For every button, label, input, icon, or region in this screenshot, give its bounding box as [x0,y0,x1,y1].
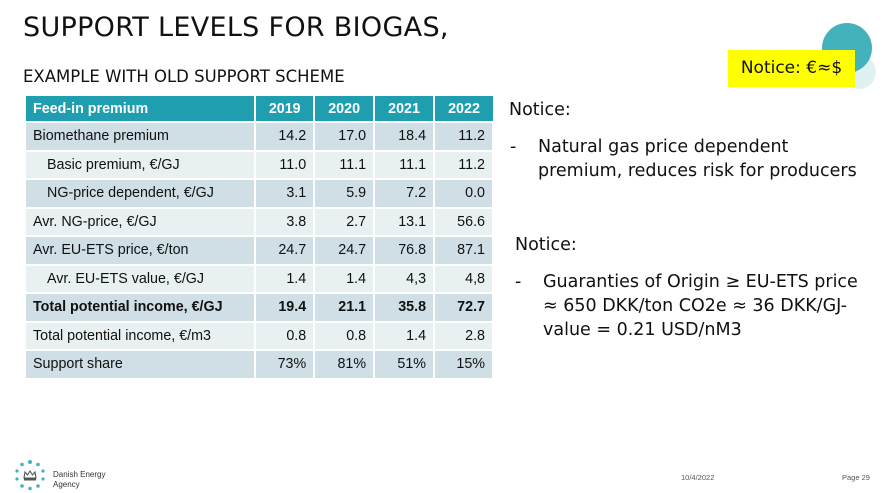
cell-value: 14.2 [255,121,316,151]
slide-title: SUPPORT LEVELS FOR BIOGAS, [23,12,449,43]
cell-value: 81% [314,349,376,378]
row-label: Support share [26,349,257,378]
notice-2-line-1: Guaranties of Origin ≥ EU-ETS price [543,272,858,292]
table-row: Avr. EU-ETS price, €/ton 24.7 24.7 76.8 … [26,235,494,265]
cell-value: 4,8 [434,263,494,293]
row-label: Total potential income, €/m3 [26,320,257,350]
row-label: Avr. EU-ETS value, €/GJ [26,263,257,293]
cell-value: 3.1 [255,178,316,208]
row-label: Basic premium, €/GJ [26,149,257,179]
table-header-2021: 2021 [374,96,436,122]
cell-value: 24.7 [314,235,376,265]
cell-value: 1.4 [255,263,316,293]
cell-value: 19.4 [255,292,316,322]
cell-value: 17.0 [314,121,376,151]
cell-value: 11.1 [314,149,376,179]
currency-notice-badge: Notice: €≈$ [728,50,855,87]
cell-value: 1.4 [314,263,376,293]
notice-2-line-2: ≈ 650 DKK/ton CO2e ≈ 36 DKK/GJ- [543,296,847,316]
cell-value: 0.8 [255,320,316,350]
cell-value: 3.8 [255,206,316,236]
table-row-total: Total potential income, €/GJ 19.4 21.1 3… [26,292,494,322]
cell-value: 21.1 [314,292,376,322]
table-row: Avr. EU-ETS value, €/GJ 1.4 1.4 4,3 4,8 [26,263,494,293]
row-label: Avr. NG-price, €/GJ [26,206,257,236]
cell-value: 2.7 [314,206,376,236]
cell-value: 0.8 [314,320,376,350]
notice-1-heading: Notice: [509,100,571,120]
table-row: Avr. NG-price, €/GJ 3.8 2.7 13.1 56.6 [26,206,494,236]
cell-value: 2.8 [434,320,494,350]
notice-1-line-2: premium, reduces risk for producers [538,161,857,181]
cell-value: 11.2 [434,149,494,179]
notice-1-text: Natural gas price dependent premium, red… [538,135,857,183]
table-row: Total potential income, €/m3 0.8 0.8 1.4… [26,320,494,350]
table-row: Basic premium, €/GJ 11.0 11.1 11.1 11.2 [26,149,494,179]
row-label: NG-price dependent, €/GJ [26,178,257,208]
bullet-dash: - [510,137,517,157]
table-row: Biomethane premium 14.2 17.0 18.4 11.2 [26,121,494,151]
danish-energy-agency-logo-icon [15,460,45,491]
cell-value: 24.7 [255,235,316,265]
table-header-row: Feed-in premium 2019 2020 2021 2022 [26,96,493,122]
notice-1-bullet: - Natural gas price dependent premium, r… [510,135,880,185]
cell-value: 18.4 [374,121,436,151]
cell-value: 51% [374,349,436,378]
cell-value: 0.0 [434,178,494,208]
cell-value: 11.2 [434,121,494,151]
table-header-2019: 2019 [255,96,316,122]
footer-page-number: Page 29 [842,473,870,482]
cell-value: 13.1 [374,206,436,236]
row-label: Avr. EU-ETS price, €/ton [26,235,257,265]
notice-2-bullet: - Guaranties of Origin ≥ EU-ETS price ≈ … [515,270,885,345]
notice-2-text: Guaranties of Origin ≥ EU-ETS price ≈ 65… [543,270,858,342]
notice-2-line-3: value = 0.21 USD/nM3 [543,320,742,340]
footer-date: 10/4/2022 [681,473,715,482]
cell-value: 1.4 [374,320,436,350]
feed-in-premium-table: Feed-in premium 2019 2020 2021 2022 Biom… [26,96,494,378]
cell-value: 72.7 [434,292,494,322]
footer-org-line-2: Agency [53,480,80,489]
notice-2-heading: Notice: [515,235,577,255]
cell-value: 11.1 [374,149,436,179]
cell-value: 56.6 [434,206,494,236]
cell-value: 5.9 [314,178,376,208]
footer-organization: Danish Energy Agency [53,470,105,490]
cell-value: 73% [255,349,316,378]
cell-value: 76.8 [374,235,436,265]
notice-1-line-1: Natural gas price dependent [538,137,789,157]
table-header-2022: 2022 [434,96,493,122]
slide-subtitle: EXAMPLE WITH OLD SUPPORT SCHEME [23,67,345,86]
table-row: Support share 73% 81% 51% 15% [26,349,494,378]
bullet-dash: - [515,272,522,292]
cell-value: 7.2 [374,178,436,208]
row-label: Total potential income, €/GJ [26,292,257,322]
cell-value: 11.0 [255,149,316,179]
table-header-label: Feed-in premium [26,96,257,122]
footer-org-line-1: Danish Energy [53,470,106,479]
cell-value: 87.1 [434,235,494,265]
cell-value: 15% [434,349,494,378]
cell-value: 4,3 [374,263,436,293]
row-label: Biomethane premium [26,121,257,151]
table-header-2020: 2020 [314,96,376,122]
cell-value: 35.8 [374,292,436,322]
table-row: NG-price dependent, €/GJ 3.1 5.9 7.2 0.0 [26,178,494,208]
